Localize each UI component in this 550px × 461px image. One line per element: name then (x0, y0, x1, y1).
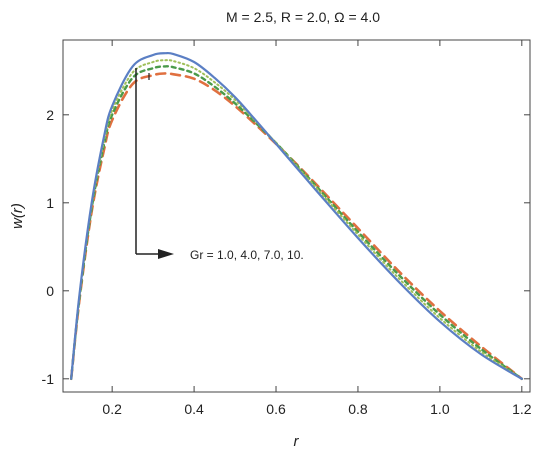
x-tick-label: 0.8 (348, 401, 368, 417)
x-tick-label: 1.0 (430, 401, 450, 417)
series-line-solid (70, 51, 523, 380)
x-tick-label: 0.6 (266, 401, 286, 417)
series-line-dashed-long (69, 72, 524, 381)
y-tick-label: -1 (42, 371, 55, 387)
series-lines (69, 51, 524, 381)
series-line-dashed-short (69, 65, 524, 380)
chart-title: M = 2.5, R = 2.0, Ω = 4.0 (226, 9, 380, 25)
y-tick-label: 0 (46, 283, 54, 299)
plot-frame (62, 39, 531, 393)
x-tick-label: 0.2 (102, 401, 122, 417)
annotation: Gr = 1.0, 4.0, 7.0, 10. (135, 68, 304, 262)
x-axis-label: r (294, 433, 300, 450)
y-axis-label: w(r) (9, 203, 26, 229)
arrow-head-icon (158, 249, 174, 259)
x-tick-label: 1.2 (512, 401, 532, 417)
series-line-dotted (70, 59, 523, 380)
y-tick-label: 2 (46, 107, 54, 123)
x-tick-label: 0.4 (184, 401, 204, 417)
y-tick-label: 1 (46, 195, 54, 211)
annotation-text: Gr = 1.0, 4.0, 7.0, 10. (190, 248, 304, 262)
axis-ticks: 0.2 0.4 0.6 0.8 1.0 1.2 -1 0 1 2 (42, 40, 532, 417)
